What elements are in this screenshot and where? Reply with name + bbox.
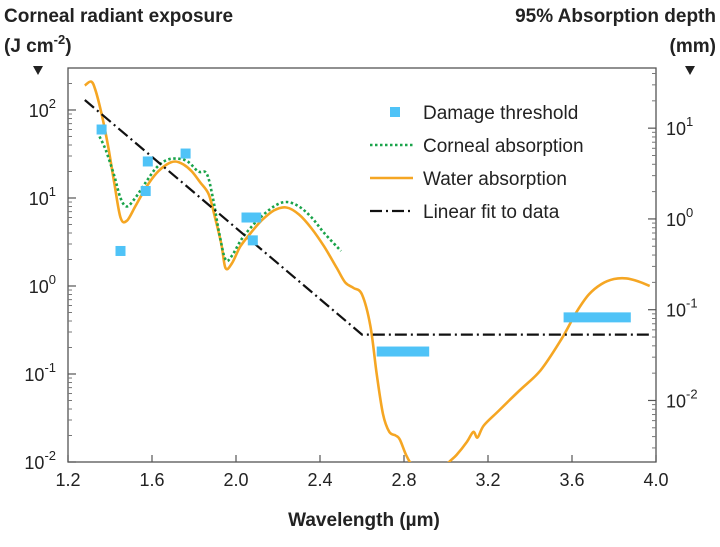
damage-threshold-point: [247, 235, 258, 246]
damage-threshold-range: [376, 346, 430, 357]
x-axis-label: Wavelength (µm): [288, 510, 440, 531]
right-axis-title-line1: 95% Absorption depth: [515, 6, 716, 27]
legend-label: Water absorption: [423, 169, 567, 190]
x-tick-label: 2.8: [391, 470, 416, 490]
damage-threshold-range: [244, 212, 262, 223]
legend-label: Damage threshold: [423, 103, 578, 124]
plot-frame: [67, 67, 657, 463]
water-absorption-line: [84, 80, 651, 462]
damage-threshold-point: [180, 148, 191, 159]
x-tick-label: 1.6: [139, 470, 164, 490]
right-y-axis: 101 100 10-1 10-2: [648, 73, 698, 449]
left-tick-label: 10-2: [24, 448, 56, 473]
left-axis-title-line2: (J cm-2): [4, 32, 72, 57]
damage-threshold-point: [140, 186, 151, 197]
legend-label: Linear fit to data: [423, 202, 560, 223]
legend-label: Corneal absorption: [423, 136, 584, 157]
linear-fit-line: [84, 99, 650, 336]
right-tick-label: 101: [666, 114, 693, 139]
left-axis-arrow-icon: [33, 66, 43, 75]
left-axis-title-line1: Corneal radiant exposure: [4, 6, 233, 27]
x-tick-label: 3.2: [475, 470, 500, 490]
right-axis-arrow-icon: [685, 66, 695, 75]
legend-marker-damage-threshold: [390, 107, 400, 117]
right-tick-label: 100: [666, 205, 693, 230]
left-tick-label: 100: [29, 272, 56, 297]
corneal-absorption-line: [98, 135, 342, 263]
damage-threshold-range: [563, 312, 631, 323]
damage-threshold-point: [96, 124, 107, 135]
x-tick-label: 2.4: [307, 470, 332, 490]
damage-threshold-point: [115, 245, 126, 256]
x-tick-label: 2.0: [223, 470, 248, 490]
right-axis-title-line2: (mm): [670, 36, 716, 57]
right-tick-label: 10-1: [666, 296, 698, 321]
damage-threshold-point: [142, 156, 153, 167]
left-tick-label: 101: [29, 184, 56, 209]
x-tick-label: 1.2: [55, 470, 80, 490]
x-tick-label: 4.0: [643, 470, 668, 490]
left-y-axis: 102 101 100 10-1 10-2: [24, 82, 76, 473]
left-tick-label: 10-1: [24, 360, 56, 385]
left-tick-label: 102: [29, 96, 56, 121]
right-tick-label: 10-2: [666, 386, 698, 411]
x-axis: 1.2 1.6 2.0 2.4 2.8 3.2 3.6 4.0: [55, 455, 669, 490]
x-tick-label: 3.6: [559, 470, 584, 490]
plot-area: [84, 80, 651, 462]
legend: Damage threshold Corneal absorption Water …: [370, 103, 584, 223]
